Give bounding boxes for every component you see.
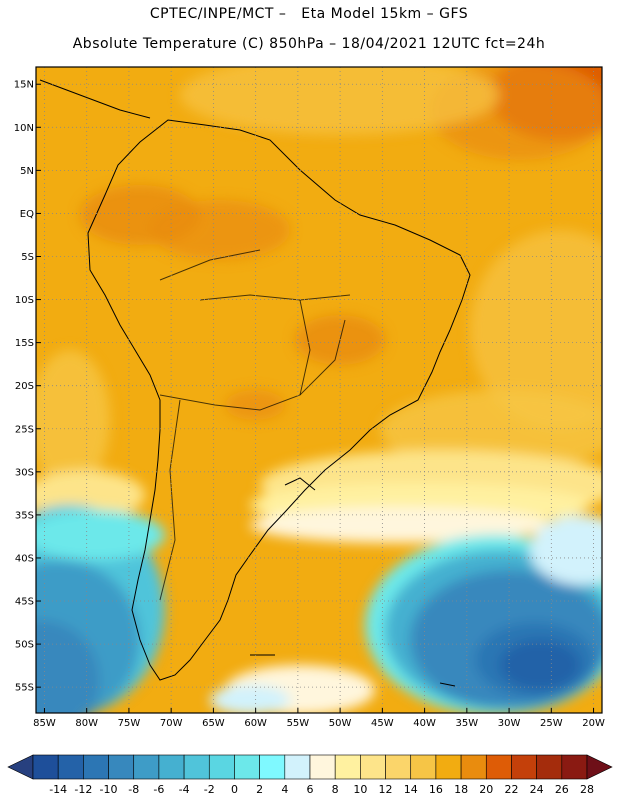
colorbar-arrow-low <box>7 754 34 780</box>
colorbar-box <box>561 754 588 780</box>
lon-label: 75W <box>118 718 141 729</box>
colorbar-label: 8 <box>332 783 339 796</box>
colorbar-label: -6 <box>153 783 164 796</box>
colorbar-label: 16 <box>429 783 443 796</box>
lat-label: 5N <box>20 166 34 177</box>
colorbar-label: 18 <box>454 783 468 796</box>
colorbar-box <box>485 754 512 780</box>
colorbar-box <box>511 754 537 780</box>
lon-label: 25W <box>540 718 563 729</box>
colorbar-label: -10 <box>100 783 118 796</box>
colorbar-label: -4 <box>179 783 190 796</box>
lat-label: 30S <box>15 467 34 478</box>
lat-label: 10S <box>15 295 34 306</box>
colorbar-box <box>536 754 563 780</box>
colorbar-box <box>158 754 185 780</box>
colorbar-box <box>309 754 336 780</box>
south-america-outline <box>87 119 471 681</box>
lat-label: 40S <box>15 553 34 564</box>
colorbar-box <box>334 754 361 780</box>
colorbar-label: 4 <box>281 783 288 796</box>
colorbar-label: 22 <box>504 783 518 796</box>
colorbar-box <box>183 754 210 780</box>
lat-label: 50S <box>15 640 34 651</box>
lat-label: EQ <box>20 209 34 220</box>
colorbar-box <box>133 754 160 780</box>
lat-label: 15S <box>15 338 34 349</box>
colorbar-label: 2 <box>256 783 263 796</box>
colorbar-box <box>460 754 487 780</box>
lat-label: 45S <box>15 597 34 608</box>
colorbar-label: 6 <box>307 783 314 796</box>
colorbar-box <box>360 754 386 780</box>
colorbar-label: -14 <box>49 783 67 796</box>
latitude-axis: 15N 10N 5N EQ 5S 10S 15S 20S 25S 30S 35S 40S 45S 50S 5… <box>14 80 41 694</box>
lat-label: 55S <box>15 683 34 694</box>
lon-label: 20W <box>582 718 605 729</box>
colorbar-label: 10 <box>353 783 367 796</box>
colorbar-box <box>435 754 462 780</box>
colorbar: -14 -12 -10 -8 -6 -4 -2 0 2 4 6 8 10 12 14 16 18 20 22 24 26… <box>7 754 613 796</box>
colorbar-label: 20 <box>479 783 493 796</box>
lat-label: 20S <box>15 381 34 392</box>
colorbar-arrow-high <box>586 754 613 780</box>
map-subtitle: Absolute Temperature (C) 850hPa – 18/04/… <box>72 36 546 52</box>
lon-label: 50W <box>329 718 352 729</box>
colorbar-box <box>385 754 412 780</box>
lat-label: 10N <box>14 123 34 134</box>
colorbar-label: 28 <box>580 783 594 796</box>
colorbar-label: -8 <box>128 783 139 796</box>
map-title: CPTEC/INPE/MCT – Eta Model 15km – GFS <box>149 6 469 22</box>
lon-label: 80W <box>75 718 98 729</box>
lat-label: 35S <box>15 510 34 521</box>
colorbar-label: 12 <box>379 783 393 796</box>
lon-label: 65W <box>202 718 225 729</box>
colorbar-box <box>410 754 437 780</box>
colorbar-label: 0 <box>231 783 238 796</box>
colorbar-box <box>83 754 109 780</box>
lat-label: 25S <box>15 424 34 435</box>
colorbar-label: 26 <box>555 783 569 796</box>
colorbar-box <box>108 754 135 780</box>
lon-label: 85W <box>33 718 56 729</box>
coastlines <box>39 79 471 687</box>
colorbar-label: 14 <box>404 783 418 796</box>
colorbar-label: 24 <box>530 783 544 796</box>
temperature-field <box>36 67 602 713</box>
lon-label: 55W <box>287 718 310 729</box>
colorbar-box <box>57 754 84 780</box>
lon-label: 70W <box>160 718 183 729</box>
longitude-axis: 85W 80W 75W 70W 65W 60W 55W 50W 45W 40W 35W 30W 25W 2… <box>33 708 605 729</box>
lon-label: 30W <box>498 718 521 729</box>
colorbar-label: -12 <box>74 783 92 796</box>
lon-label: 35W <box>456 718 479 729</box>
colorbar-box <box>259 754 286 780</box>
lon-label: 45W <box>371 718 394 729</box>
lon-label: 60W <box>244 718 267 729</box>
lon-label: 40W <box>413 718 436 729</box>
colorbar-box <box>208 754 235 780</box>
colorbar-box <box>32 754 59 780</box>
lat-label: 15N <box>14 80 34 91</box>
lat-label: 5S <box>21 252 34 263</box>
colorbar-box <box>284 754 311 780</box>
colorbar-box <box>234 754 260 780</box>
central-america-coast <box>39 79 151 119</box>
colorbar-label: -2 <box>204 783 215 796</box>
map-frame <box>35 66 603 714</box>
